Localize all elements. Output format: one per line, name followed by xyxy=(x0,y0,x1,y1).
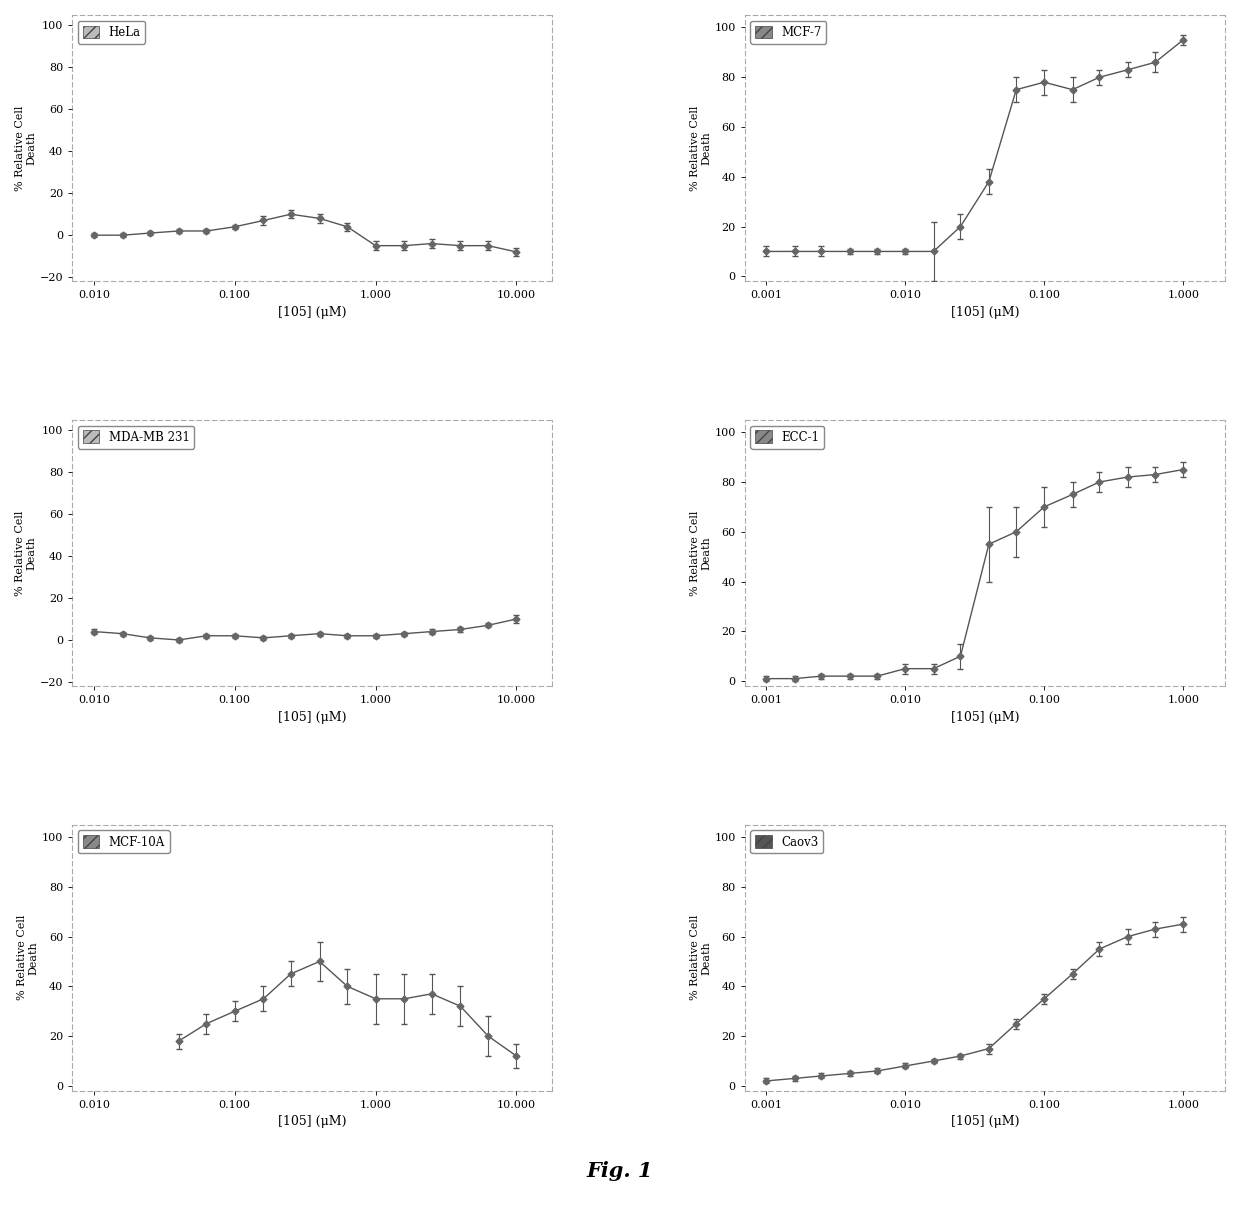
Y-axis label: % Relative Cell
Death: % Relative Cell Death xyxy=(15,105,37,191)
Legend: ECC-1: ECC-1 xyxy=(750,426,823,449)
X-axis label: [105] (μM): [105] (μM) xyxy=(951,710,1019,724)
X-axis label: [105] (μM): [105] (μM) xyxy=(951,306,1019,319)
Y-axis label: % Relative Cell
Death: % Relative Cell Death xyxy=(17,915,38,1001)
Legend: MCF-10A: MCF-10A xyxy=(78,830,170,853)
Y-axis label: % Relative Cell
Death: % Relative Cell Death xyxy=(689,915,712,1001)
X-axis label: [105] (μM): [105] (μM) xyxy=(278,710,346,724)
Y-axis label: % Relative Cell
Death: % Relative Cell Death xyxy=(15,511,37,595)
Text: Fig. 1: Fig. 1 xyxy=(587,1162,653,1181)
X-axis label: [105] (μM): [105] (μM) xyxy=(278,1116,346,1129)
Legend: Caov3: Caov3 xyxy=(750,830,823,853)
Legend: MDA-MB 231: MDA-MB 231 xyxy=(78,426,195,449)
X-axis label: [105] (μM): [105] (μM) xyxy=(951,1116,1019,1129)
Y-axis label: % Relative Cell
Death: % Relative Cell Death xyxy=(689,105,712,191)
Legend: HeLa: HeLa xyxy=(78,21,145,44)
Y-axis label: % Relative Cell
Death: % Relative Cell Death xyxy=(689,511,712,595)
Legend: MCF-7: MCF-7 xyxy=(750,21,826,44)
X-axis label: [105] (μM): [105] (μM) xyxy=(278,306,346,319)
